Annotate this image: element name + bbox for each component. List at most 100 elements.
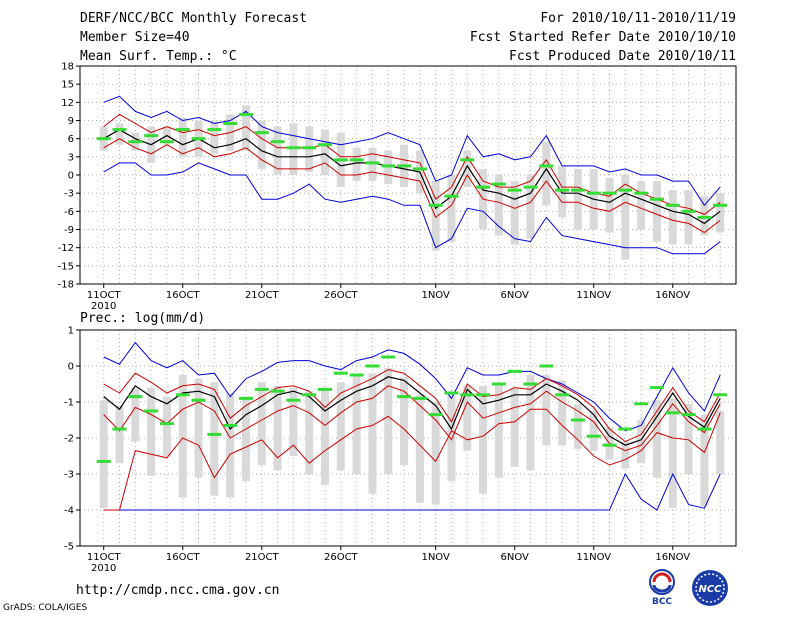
p2-observed-mark — [349, 373, 364, 377]
p2-observed-mark — [96, 459, 111, 463]
p2-observed-mark — [555, 393, 570, 397]
p1-observed-mark — [128, 140, 143, 144]
p1-ytick-label: -12 — [58, 243, 74, 254]
p2-mean-line — [103, 376, 721, 446]
p2-spread-box — [147, 387, 156, 476]
p2-spread-box — [384, 367, 393, 474]
p2-ytick-label: -1 — [64, 398, 74, 409]
p2-spread-box — [589, 411, 598, 451]
p2-observed-mark — [476, 393, 491, 397]
p1-spread-box — [573, 168, 582, 230]
p2-spread-box — [510, 387, 519, 467]
p2-xtick-label: 26OCT — [324, 552, 359, 563]
p2-spread-box — [558, 380, 567, 446]
p1-spread-box — [668, 190, 677, 245]
p1-spread-box — [257, 120, 266, 169]
p1-ytick-label: -18 — [58, 280, 74, 291]
p2-xtick-label: 21OCT — [245, 552, 280, 563]
p2-spread-box — [162, 396, 171, 456]
p1-xtick-label: 16NOV — [655, 290, 690, 301]
p1-observed-mark — [159, 140, 174, 144]
p1-spread-box — [652, 181, 661, 242]
p1-max-line — [103, 95, 721, 207]
p1-observed-mark — [333, 158, 348, 162]
p1-spread-box — [273, 126, 282, 175]
p1-observed-mark — [191, 137, 206, 141]
p1-spread-box — [384, 150, 393, 185]
p1-spread-box — [368, 147, 377, 182]
p1-spread-box — [447, 175, 456, 242]
p2-spread-box — [447, 394, 456, 482]
p2-spread-box — [289, 387, 298, 456]
p2-observed-mark — [491, 382, 506, 386]
p2-observed-mark — [649, 386, 664, 390]
p2-observed-mark — [254, 387, 269, 391]
fcst-started-date: Fcst Started Refer Date 2010/10/10 — [469, 30, 736, 45]
p2-spread-box — [479, 385, 488, 494]
fcst-produced-date: Fcst Produced Date 2010/10/11 — [509, 49, 736, 64]
p2-ytick-label: -4 — [64, 506, 74, 517]
p2-spread-box — [668, 398, 677, 509]
p2-observed-mark — [207, 432, 222, 436]
p2-min-line — [103, 472, 721, 511]
p2-spread-box — [637, 420, 646, 464]
p1-observed-mark — [649, 197, 664, 201]
bcc-logo-wave — [652, 584, 672, 593]
p1-observed-mark — [428, 203, 443, 207]
p2-observed-mark — [112, 427, 127, 431]
p2-spread-box — [368, 373, 377, 494]
p1-observed-mark — [381, 164, 396, 168]
p2-observed-mark — [507, 369, 522, 373]
p2-observed-mark — [444, 391, 459, 395]
p1-spread-box — [605, 178, 614, 233]
footer-url[interactable]: http://cmdp.ncc.cma.gov.cn — [76, 583, 280, 598]
p1-ytick-label: -3 — [64, 189, 74, 200]
p1-xtick-label: 21OCT — [245, 290, 280, 301]
p2-spread-box — [494, 384, 503, 478]
p1-lower-line — [103, 138, 721, 234]
p1-observed-mark — [144, 134, 159, 138]
p1-spread-box — [352, 147, 361, 182]
p2-ytick-label: -3 — [64, 470, 74, 481]
p1-ytick-label: 12 — [61, 98, 74, 109]
p1-observed-mark — [570, 188, 585, 192]
p1-observed-mark — [397, 164, 412, 168]
p1-observed-mark — [665, 203, 680, 207]
p1-ytick-label: -9 — [64, 225, 74, 236]
p1-year-label: 2010 — [91, 301, 116, 312]
p1-spread-box — [700, 196, 709, 236]
p1-xtick-label: 11NOV — [576, 290, 611, 301]
forecast-period: For 2010/10/11-2010/11/19 — [540, 11, 736, 26]
p1-observed-mark — [349, 158, 364, 162]
p1-min-line — [103, 162, 721, 255]
p2-low-red-line — [103, 408, 721, 511]
p1-xtick-label: 11OCT — [87, 290, 122, 301]
p2-spread-box — [273, 385, 282, 471]
p2-xtick-label: 16OCT — [166, 552, 201, 563]
grads-credit: GrADS: COLA/IGES — [3, 603, 88, 613]
p2-observed-mark — [175, 393, 190, 397]
p1-ytick-label: 0 — [68, 171, 74, 182]
p1-spread-box — [684, 190, 693, 245]
p2-observed-mark — [128, 395, 143, 399]
p2-ytick-label: -5 — [64, 542, 74, 553]
p1-observed-mark — [523, 185, 538, 189]
p2-spread-box — [210, 382, 219, 496]
p2-lower-line — [103, 385, 721, 452]
p2-upper-line — [103, 369, 721, 443]
p2-observed-mark — [302, 393, 317, 397]
p2-observed-mark — [713, 393, 728, 397]
p2-observed-mark — [539, 364, 554, 368]
variable-label: Mean Surf. Temp.: °C — [80, 49, 237, 64]
p2-spread-box — [321, 387, 330, 485]
p1-spread-box — [558, 165, 567, 218]
p2-observed-mark — [428, 413, 443, 417]
p2-observed-mark — [381, 355, 396, 359]
p2-observed-mark — [365, 364, 380, 368]
p2-observed-mark — [634, 402, 649, 406]
p1-ytick-label: 9 — [68, 116, 74, 127]
p1-spread-box — [431, 181, 440, 251]
p2-spread-box — [621, 441, 630, 469]
p2-spread-box — [652, 400, 661, 478]
p2-spread-box — [178, 375, 187, 498]
